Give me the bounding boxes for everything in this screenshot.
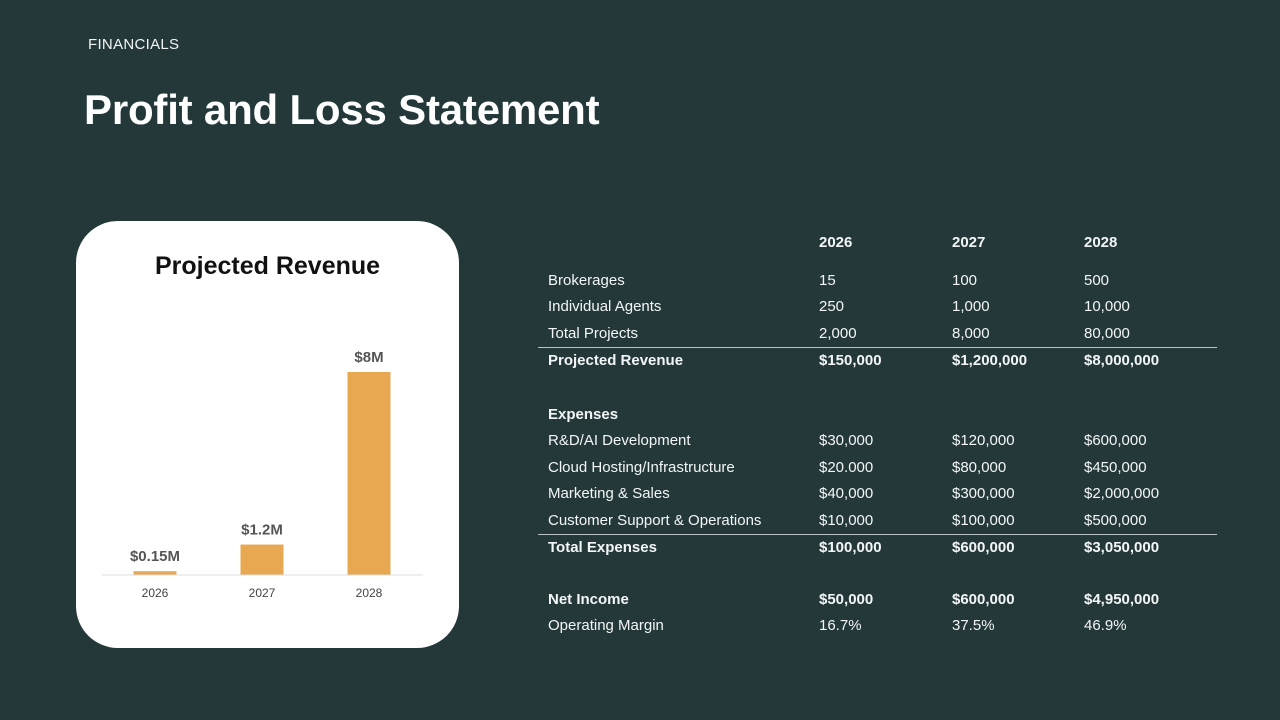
cell-2026: $100,000 xyxy=(809,533,942,561)
row-label: Marketing & Sales xyxy=(548,485,670,503)
row-brokerages: Brokerages 15 100 500 xyxy=(538,267,1217,294)
row-total-expenses: Total Expenses $100,000 $600,000 $3,050,… xyxy=(538,533,1217,561)
cell-2026: $30,000 xyxy=(819,432,874,450)
cell-2027: 37.5% xyxy=(952,617,995,635)
tick-label-2027: 2027 xyxy=(249,586,276,600)
tick-label-2026: 2026 xyxy=(142,586,169,600)
cell-2028: 80,000 xyxy=(1084,324,1130,342)
row-individual-agents: Individual Agents 250 1,000 10,000 xyxy=(538,294,1217,321)
cell-2028: $500,000 xyxy=(1084,511,1147,529)
bar-2028 xyxy=(347,372,391,575)
table-header-row: 2026 2027 2028 xyxy=(538,226,1217,258)
header-2026: 2026 xyxy=(819,233,853,251)
slide-title: Profit and Loss Statement xyxy=(84,86,600,133)
bar-2026 xyxy=(133,571,177,575)
cell-2026: 15 xyxy=(819,271,836,289)
cell-2027: $300,000 xyxy=(952,485,1015,503)
cell-2028: $4,950,000 xyxy=(1084,590,1160,608)
cell-2026: 2,000 xyxy=(819,324,857,342)
row-label: Cloud Hosting/Infrastructure xyxy=(548,458,735,476)
cell-2028: $3,050,000 xyxy=(1074,533,1217,561)
row-marketing-sales: Marketing & Sales $40,000 $300,000 $2,00… xyxy=(538,481,1217,508)
cell-2027: 8,000 xyxy=(952,324,990,342)
cell-2026: $50,000 xyxy=(819,590,874,608)
header-2028: 2028 xyxy=(1084,233,1118,251)
cell-2026: 250 xyxy=(819,298,845,316)
row-customer-support: Customer Support & Operations $10,000 $1… xyxy=(538,507,1217,534)
data-label-2026: $0.15M xyxy=(130,548,180,565)
row-label: Total Projects xyxy=(548,324,639,342)
row-label: Brokerages xyxy=(548,271,625,289)
cell-2026: 16.7% xyxy=(819,617,862,635)
cell-2028: 10,000 xyxy=(1084,298,1130,316)
row-cloud-hosting: Cloud Hosting/Infrastructure $20.000 $80… xyxy=(538,454,1217,481)
cell-2027: 1,000 xyxy=(952,298,990,316)
cell-2028: $600,000 xyxy=(1084,432,1147,450)
bar-2027 xyxy=(240,544,284,575)
section-label: Expenses xyxy=(548,405,619,423)
cell-2027: $1,200,000 xyxy=(942,346,1074,374)
tick-label-2028: 2028 xyxy=(356,586,383,600)
header-label xyxy=(538,226,809,258)
row-label: Projected Revenue xyxy=(538,346,809,374)
cell-2028: $450,000 xyxy=(1084,458,1147,476)
cell-2027: $80,000 xyxy=(952,458,1007,476)
cell-2028: 500 xyxy=(1084,271,1110,289)
cell-2028: 46.9% xyxy=(1084,617,1127,635)
cell-2027: $120,000 xyxy=(952,432,1015,450)
cell-2027: $600,000 xyxy=(952,590,1015,608)
row-expenses-header: Expenses xyxy=(538,401,1217,428)
pl-table: 2026 2027 2028 Brokerages 15 100 500 Ind… xyxy=(538,226,1217,639)
cell-2026: $10,000 xyxy=(819,511,874,529)
row-total-projects: Total Projects 2,000 8,000 80,000 xyxy=(538,320,1217,347)
row-label: Operating Margin xyxy=(548,617,664,635)
row-label: Net Income xyxy=(548,590,629,608)
cell-2026: $40,000 xyxy=(819,485,874,503)
cell-2026: $20.000 xyxy=(819,458,874,476)
row-projected-revenue: Projected Revenue $150,000 $1,200,000 $8… xyxy=(538,346,1217,374)
cell-2027: 100 xyxy=(952,271,978,289)
cell-2028: $8,000,000 xyxy=(1074,346,1217,374)
row-rnd: R&D/AI Development $30,000 $120,000 $600… xyxy=(538,428,1217,455)
revenue-chart-card: Projected Revenue $0.15M 2026 $1.2M 2027 $8M… xyxy=(76,221,459,648)
data-label-2028: $8M xyxy=(354,349,383,366)
header-2027: 2027 xyxy=(952,233,986,251)
row-label: R&D/AI Development xyxy=(548,432,691,450)
row-label: Total Expenses xyxy=(538,533,809,561)
row-operating-margin: Operating Margin 16.7% 37.5% 46.9% xyxy=(538,613,1217,640)
chart-title: Projected Revenue xyxy=(154,252,381,280)
cell-2027: $600,000 xyxy=(942,533,1074,561)
cell-2028: $2,000,000 xyxy=(1084,485,1160,503)
data-label-2027: $1.2M xyxy=(241,522,283,539)
slide-eyebrow: FINANCIALS xyxy=(88,36,180,53)
revenue-bar-chart: $0.15M 2026 $1.2M 2027 $8M 2028 xyxy=(102,349,423,600)
cell-2027: $100,000 xyxy=(952,511,1015,529)
row-label: Individual Agents xyxy=(548,298,662,316)
row-net-income: Net Income $50,000 $600,000 $4,950,000 xyxy=(538,586,1217,613)
cell-2026: $150,000 xyxy=(809,346,942,374)
row-label: Customer Support & Operations xyxy=(548,511,762,529)
